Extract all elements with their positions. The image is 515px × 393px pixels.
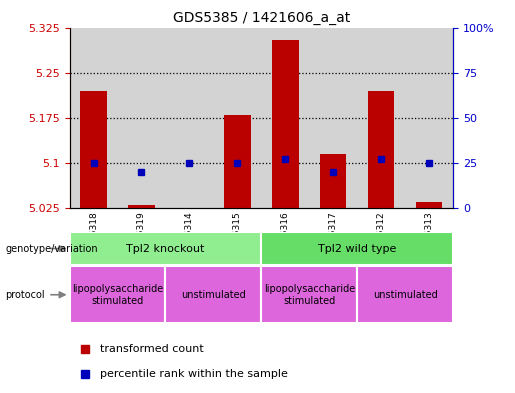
Text: Tpl2 knockout: Tpl2 knockout [126, 244, 204, 253]
Bar [261, 28, 310, 208]
Text: lipopolysaccharide
stimulated: lipopolysaccharide stimulated [264, 284, 355, 305]
Bar [213, 28, 261, 208]
Bar [261, 232, 453, 265]
Bar [310, 28, 357, 208]
Bar [165, 266, 261, 323]
Bar [320, 154, 347, 208]
Bar [165, 28, 213, 208]
Bar [416, 202, 442, 208]
Bar [70, 266, 165, 323]
Text: Tpl2 wild type: Tpl2 wild type [318, 244, 397, 253]
Bar [368, 91, 394, 208]
Bar [117, 28, 165, 208]
Text: transformed count: transformed count [100, 344, 204, 354]
Text: lipopolysaccharide
stimulated: lipopolysaccharide stimulated [72, 284, 163, 305]
Bar [80, 91, 107, 208]
Bar [70, 232, 261, 265]
Bar [357, 266, 453, 323]
Text: protocol: protocol [5, 290, 45, 300]
Bar [405, 28, 453, 208]
Text: unstimulated: unstimulated [373, 290, 438, 300]
Bar [261, 266, 357, 323]
Bar [224, 115, 251, 208]
Text: genotype/variation: genotype/variation [5, 244, 98, 254]
Bar [128, 205, 154, 208]
Bar [357, 28, 405, 208]
Bar [70, 28, 117, 208]
Bar [272, 40, 299, 208]
Text: percentile rank within the sample: percentile rank within the sample [100, 369, 288, 379]
Title: GDS5385 / 1421606_a_at: GDS5385 / 1421606_a_at [173, 11, 350, 25]
Text: unstimulated: unstimulated [181, 290, 246, 300]
